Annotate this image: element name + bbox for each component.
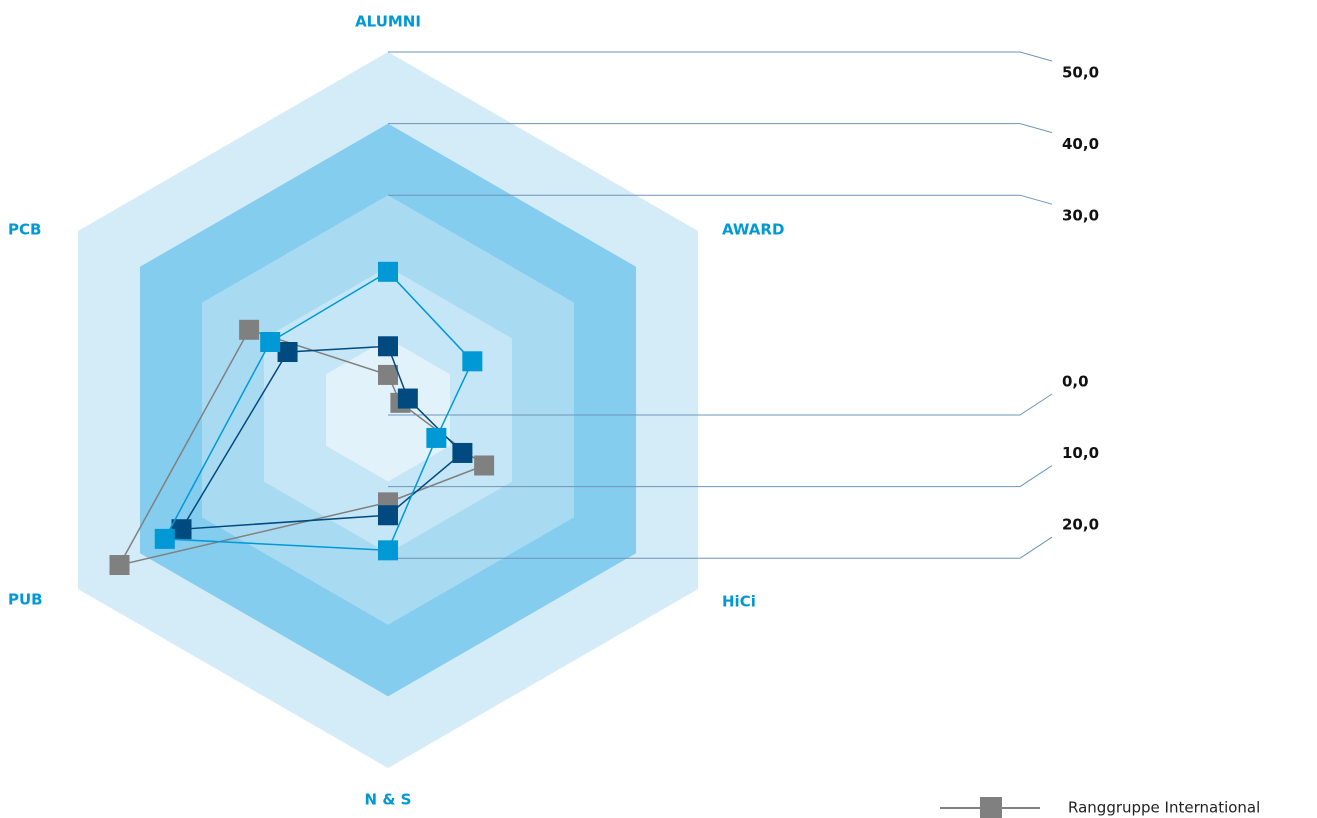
tick-label: 20,0	[1062, 516, 1099, 534]
marker	[109, 555, 130, 576]
tick-leader	[388, 536, 1053, 559]
marker	[462, 351, 483, 372]
tick-leader	[388, 194, 1053, 205]
tick-label: 10,0	[1062, 444, 1099, 462]
axis-label: N & S	[365, 791, 412, 809]
ring	[325, 338, 451, 482]
axis-label: AWARD	[722, 221, 784, 239]
marker	[260, 331, 281, 352]
legend-marker	[980, 797, 1002, 818]
marker	[171, 519, 192, 540]
marker	[239, 319, 260, 340]
marker	[378, 505, 398, 526]
axis-label: HiCi	[722, 593, 756, 611]
marker	[154, 528, 175, 549]
tick-label: 30,0	[1062, 207, 1099, 225]
tick-leader	[388, 465, 1053, 488]
axis-label: PUB	[8, 591, 43, 609]
tick-label: 40,0	[1062, 135, 1099, 153]
marker	[378, 336, 398, 357]
marker	[426, 427, 447, 448]
axis-label: ALUMNI	[355, 13, 421, 31]
marker	[378, 261, 398, 282]
tick-leader	[388, 51, 1053, 62]
axis-label: PCB	[8, 221, 41, 239]
tick-label: 50,0	[1062, 64, 1099, 82]
marker	[452, 442, 473, 463]
marker	[397, 388, 418, 409]
marker	[378, 540, 398, 561]
legend-text: Ranggruppe International	[1068, 799, 1260, 817]
tick-leader	[388, 123, 1053, 134]
marker	[378, 364, 398, 385]
marker	[474, 455, 495, 476]
tick-leader	[388, 393, 1053, 416]
tick-label: 0,0	[1062, 373, 1089, 391]
marker	[277, 342, 298, 363]
